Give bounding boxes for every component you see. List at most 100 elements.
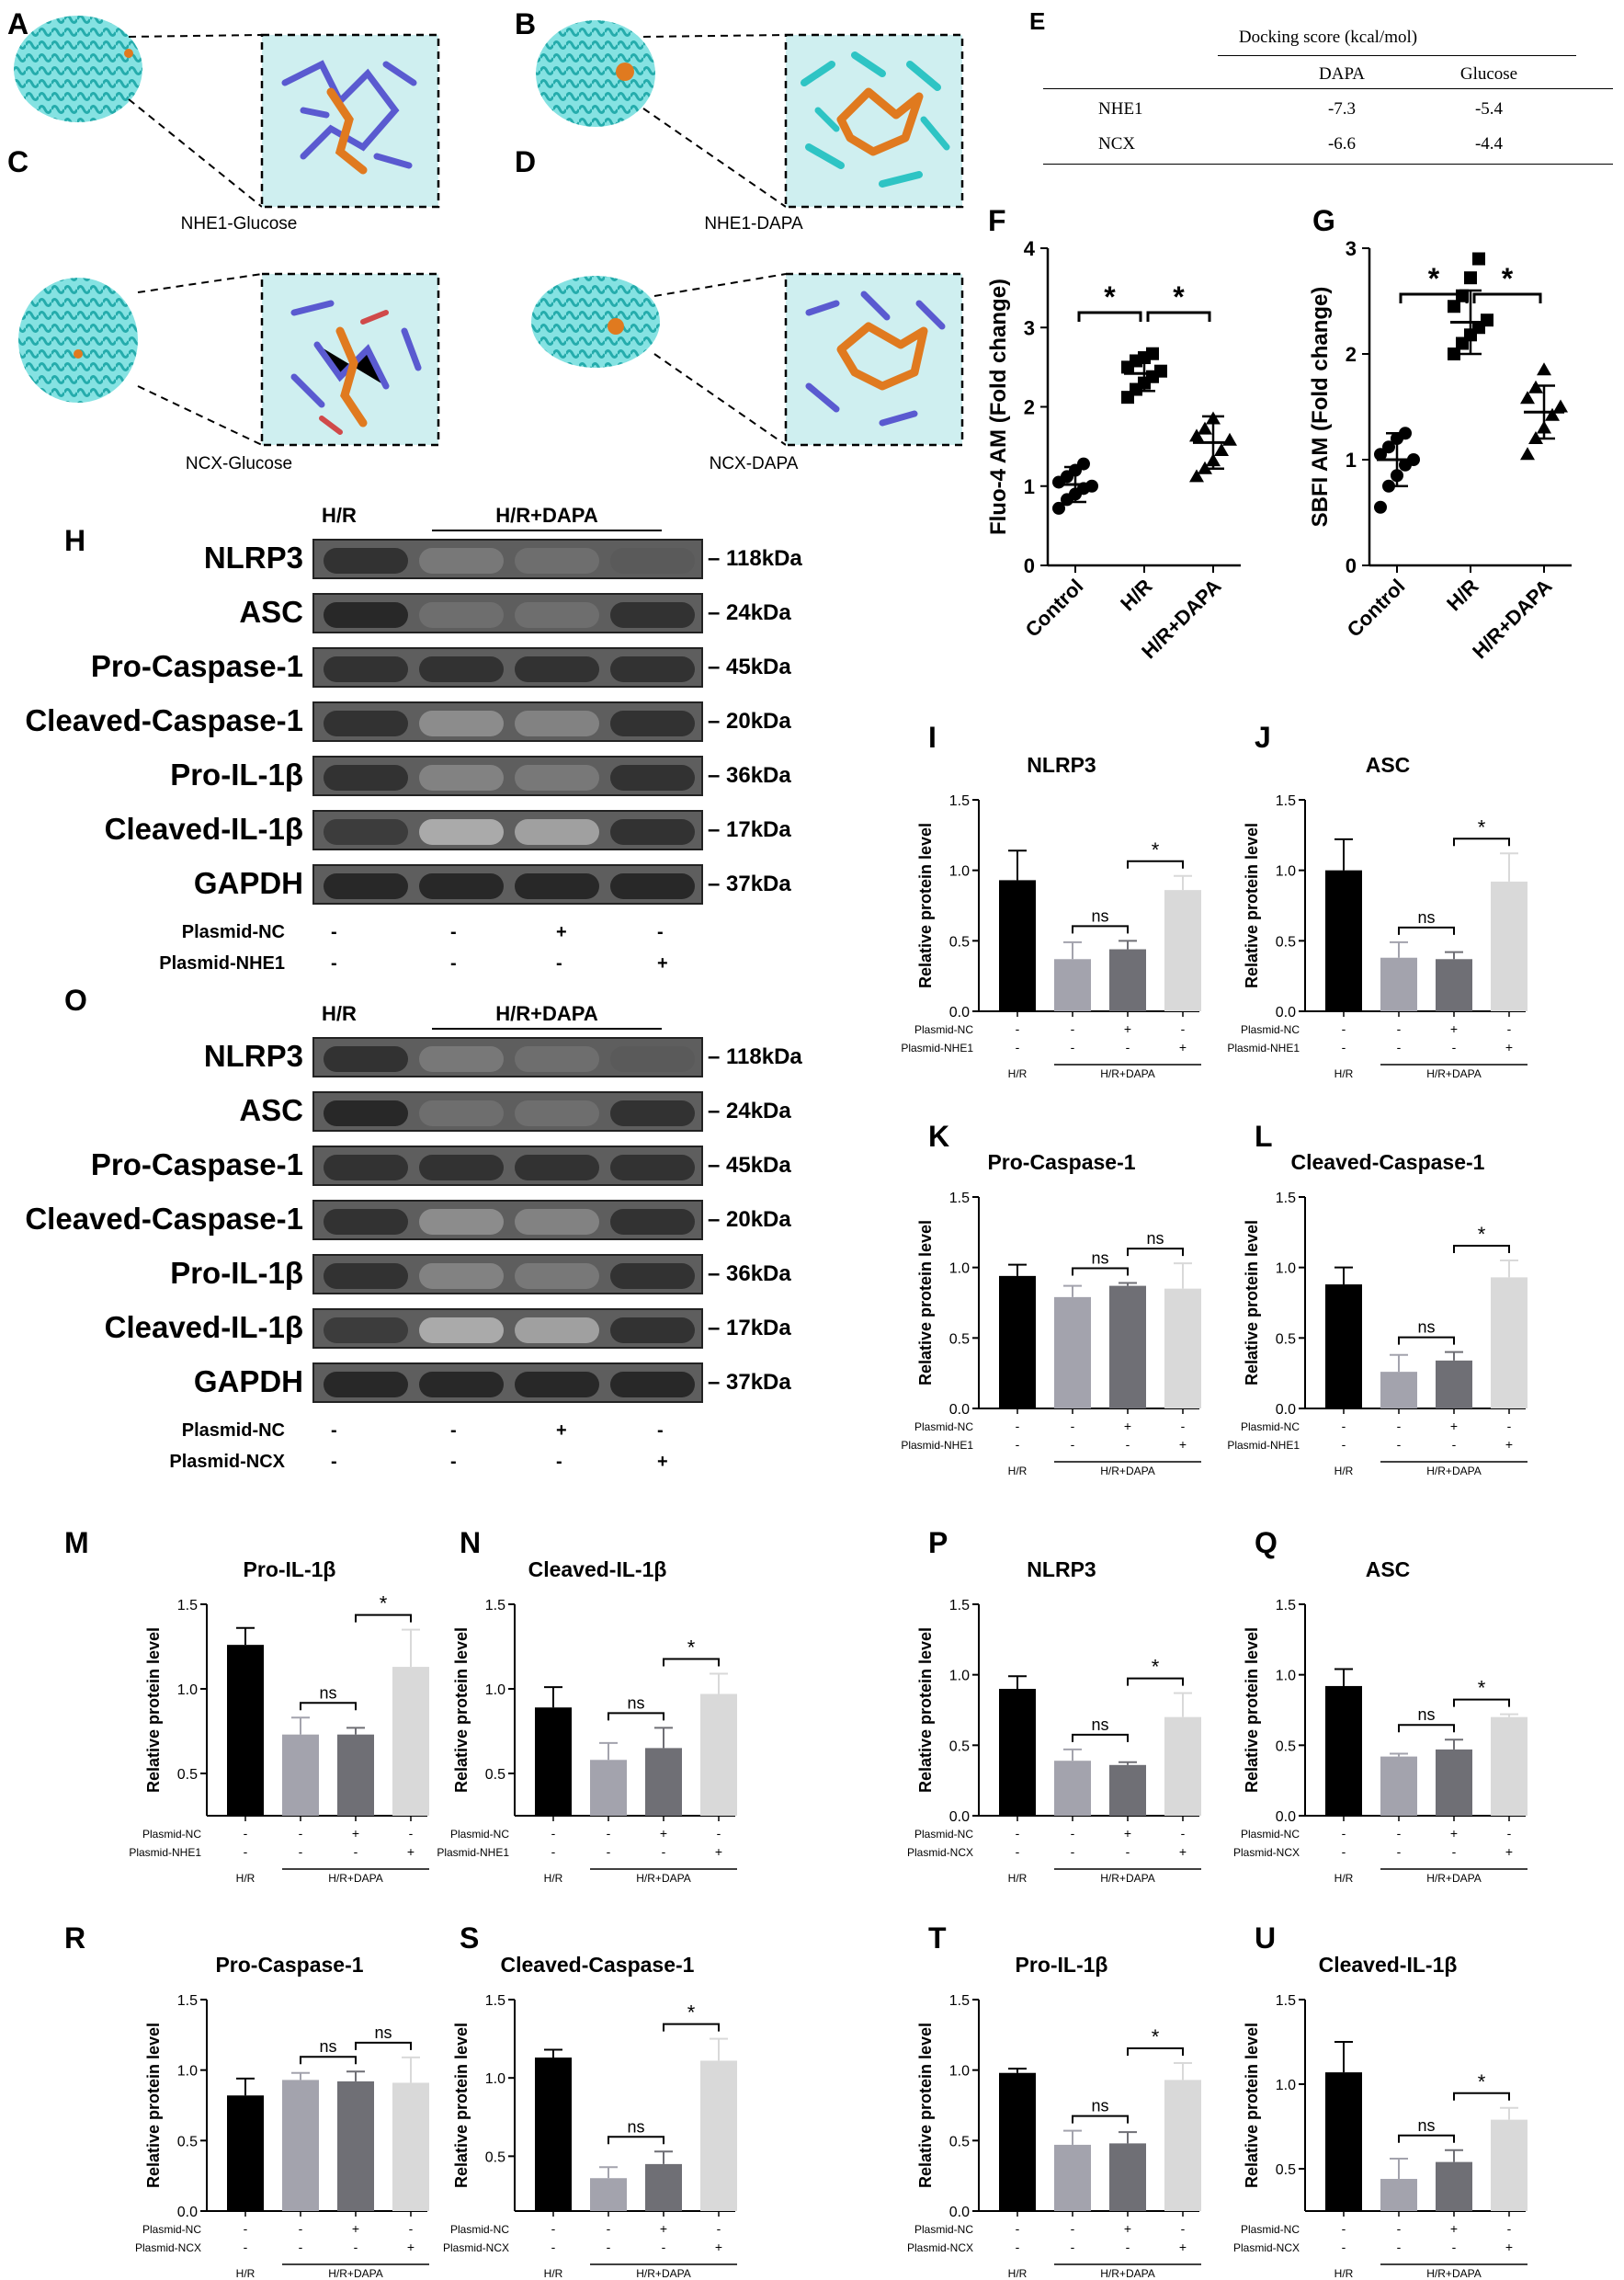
plasmid-sign: - — [1071, 1437, 1075, 1452]
plasmid-sign: - — [1071, 2221, 1075, 2236]
plasmid-label: Plasmid-NCX — [135, 2241, 201, 2254]
group-label-hr: H/R — [1334, 2267, 1354, 2280]
y-tick-label: 1 — [1024, 475, 1035, 498]
blot-band — [515, 602, 599, 628]
group-label-hr: H/R — [1334, 1872, 1354, 1885]
blot-row-label: Pro-IL-1β — [170, 1256, 303, 1290]
blot-band-strip — [312, 756, 703, 796]
significance-bracket — [1398, 1336, 1455, 1345]
plasmid-label: Plasmid-NC — [142, 1828, 201, 1841]
group-label-hr: H/R — [544, 1872, 563, 1885]
blot-band-strip — [312, 1254, 703, 1294]
y-tick-label: 1.0 — [1276, 1669, 1296, 1684]
plasmid-label: Plasmid-NC — [450, 2223, 509, 2236]
plasmid-sign: - — [1397, 2240, 1402, 2254]
group-label-dapa: H/R+DAPA — [1100, 1872, 1154, 1885]
blot-band — [324, 1372, 408, 1397]
blot-kda-label: – 118kDa — [708, 546, 802, 571]
plasmid-sign: - — [1016, 2240, 1020, 2254]
docking-row-ncx-glucose: -4.4 — [1474, 134, 1504, 154]
plasmid-sign: + — [1179, 2240, 1187, 2254]
data-point — [1052, 501, 1065, 515]
blot-band-strip — [312, 1362, 703, 1403]
data-point — [1154, 364, 1167, 378]
blot-band — [419, 1263, 504, 1289]
blot-band — [610, 1155, 695, 1180]
blot-band-strip — [312, 1091, 703, 1132]
y-tick-label: 1.0 — [1276, 1261, 1296, 1277]
significance-label: * — [1152, 838, 1160, 861]
plasmid-sign: - — [1397, 1437, 1402, 1452]
chart-title: NLRP3 — [1027, 753, 1096, 777]
docking-illustrations — [14, 16, 964, 447]
y-tick-label: 4 — [1024, 237, 1036, 260]
blot-band — [515, 1317, 599, 1343]
data-point — [1472, 252, 1485, 266]
plasmid-sign: - — [409, 2221, 414, 2236]
bar — [590, 2178, 627, 2211]
blot-row-label: ASC — [239, 1093, 303, 1127]
plasmid-sign: - — [1342, 1826, 1346, 1841]
significance-label: * — [380, 1592, 388, 1615]
y-tick-label: 1 — [1346, 449, 1357, 472]
blot-band — [610, 1209, 695, 1235]
bar — [1436, 959, 1472, 1011]
blot-plasmid-sign: - — [657, 1420, 664, 1441]
plasmid-sign: - — [1181, 1419, 1186, 1433]
chart-title: Cleaved-IL-1β — [1319, 1953, 1458, 1977]
x-tick-label: H/R — [1116, 575, 1157, 616]
plasmid-sign: - — [662, 2240, 666, 2254]
docking-col-glucose: Glucose — [1459, 64, 1518, 84]
y-tick-label: 1.5 — [949, 1993, 970, 2009]
significance-label: ns — [1417, 1705, 1435, 1724]
blot-row-label: ASC — [239, 595, 303, 629]
significance-label: * — [1478, 815, 1486, 838]
group-label-dapa: H/R+DAPA — [636, 1872, 690, 1885]
data-point — [1520, 447, 1535, 461]
panel-letter-b: B — [515, 7, 537, 40]
blot-band — [419, 1372, 504, 1397]
plasmid-sign: - — [1342, 1437, 1346, 1452]
data-point — [1085, 479, 1098, 493]
bar — [392, 1667, 429, 1816]
blot-band — [515, 548, 599, 574]
plasmid-sign: - — [1342, 2221, 1346, 2236]
y-tick-label: 0.5 — [1276, 1738, 1296, 1754]
blot-band — [419, 602, 504, 628]
blot-band — [324, 1209, 408, 1235]
panel-letter-j: J — [1255, 721, 1271, 754]
y-tick-label: 0.5 — [1276, 934, 1296, 950]
plasmid-sign: - — [1071, 2240, 1075, 2254]
blot-o-group-hr: H/R — [322, 1002, 357, 1025]
significance-label: * — [1478, 1223, 1486, 1246]
panel-letter-k: K — [928, 1120, 950, 1153]
significance-bracket — [663, 2023, 720, 2032]
blot-band — [324, 548, 408, 574]
y-tick-label: 0.5 — [949, 934, 970, 950]
blot-row-label: Pro-Caspase-1 — [90, 649, 303, 683]
plasmid-sign: - — [244, 2240, 248, 2254]
blot-plasmid-sign: + — [556, 1420, 567, 1441]
group-label-hr: H/R — [544, 2267, 563, 2280]
significance-bracket — [663, 1658, 720, 1667]
y-tick-label: 0.0 — [949, 1005, 970, 1020]
group-label-hr: H/R — [1008, 1872, 1028, 1885]
y-tick-label: 1.0 — [177, 2064, 198, 2080]
plasmid-sign: - — [1181, 1826, 1186, 1841]
data-point — [1374, 448, 1387, 462]
plasmid-sign: + — [1505, 1844, 1513, 1859]
panel-letter-t: T — [928, 1921, 947, 1955]
data-point — [1520, 391, 1535, 405]
data-point — [1481, 314, 1493, 327]
blot-band — [324, 873, 408, 899]
docking-table-title: Docking score (kcal/mol) — [1238, 28, 1418, 47]
y-axis-title: Relative protein level — [1243, 1627, 1261, 1793]
panel-letter-o: O — [64, 984, 87, 1017]
bar — [999, 2072, 1036, 2211]
significance-label: * — [1152, 2025, 1160, 2048]
plasmid-sign: - — [1181, 1021, 1186, 1036]
group-label-hr: H/R — [1334, 1067, 1354, 1080]
plasmid-sign: - — [1342, 1040, 1346, 1054]
plasmid-sign: + — [1505, 1040, 1513, 1054]
